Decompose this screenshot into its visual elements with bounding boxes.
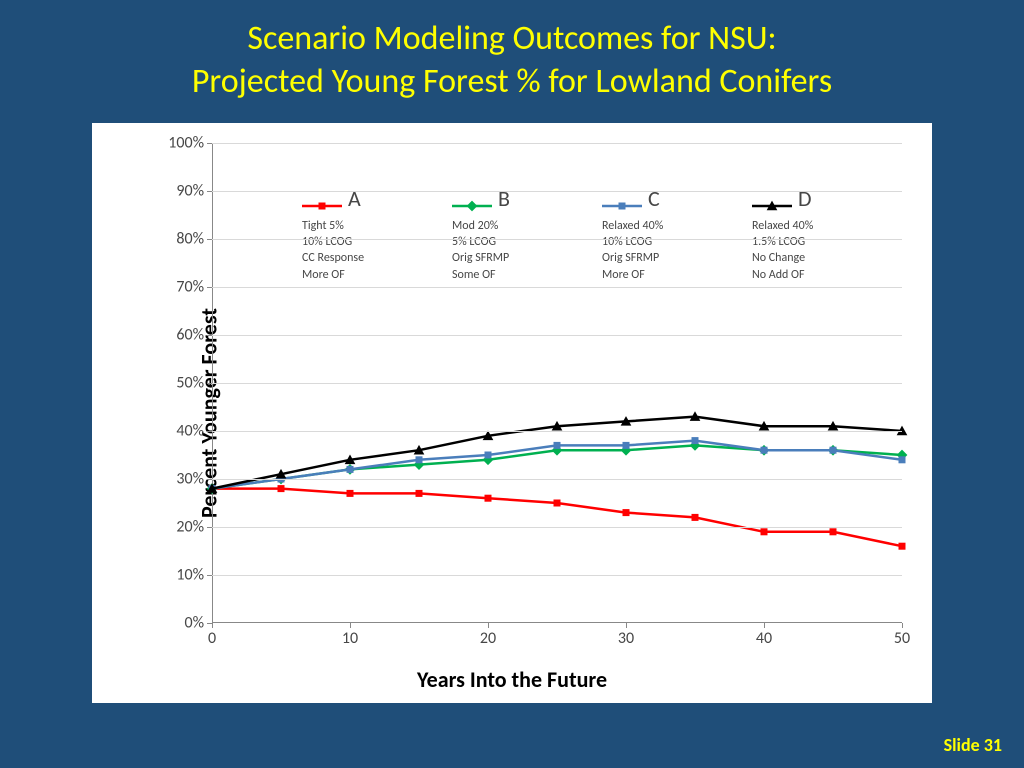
series-marker-a <box>692 514 699 521</box>
gridline <box>212 479 902 480</box>
y-tick-label: 50% <box>176 374 212 393</box>
series-marker-a <box>623 509 630 516</box>
y-tick-label: 20% <box>176 518 212 537</box>
y-tick-label: 100% <box>168 134 212 153</box>
legend-item-a: A <box>302 185 442 212</box>
legend-marker-b-icon <box>452 192 492 206</box>
series-marker-a <box>416 490 423 497</box>
y-tick-label: 90% <box>176 182 212 201</box>
series-marker-c <box>416 456 423 463</box>
legend-desc-b: Mod 20%5% LCOGOrig SFRMPSome OF <box>452 218 592 283</box>
legend-label: C <box>648 185 660 212</box>
slide-title: Scenario Modeling Outcomes for NSU: Proj… <box>0 0 1024 113</box>
x-tick-label: 30 <box>618 623 634 648</box>
series-marker-c <box>761 447 768 454</box>
gridline <box>212 383 902 384</box>
y-tick-label: 80% <box>176 230 212 249</box>
x-tick-label: 40 <box>756 623 772 648</box>
legend-label: B <box>498 185 510 212</box>
series-marker-a <box>761 528 768 535</box>
gridline <box>212 143 902 144</box>
plot-area: A Tight 5%10% LCOGCC ResponseMore OF B Mod … <box>212 143 902 623</box>
y-tick-label: 10% <box>176 566 212 585</box>
legend-desc-d: Relaxed 40%1.5% LCOGNo ChangeNo Add OF <box>752 218 892 283</box>
legend-marker-a-icon <box>302 192 342 206</box>
series-line-a <box>212 489 902 547</box>
series-marker-c <box>692 437 699 444</box>
series-marker-c <box>347 466 354 473</box>
slide-number: Slide 31 <box>944 734 1002 756</box>
series-marker-a <box>278 485 285 492</box>
legend-col-d: D Relaxed 40%1.5% LCOGNo ChangeNo Add OF <box>752 185 892 283</box>
title-line-1: Scenario Modeling Outcomes for NSU: <box>247 18 776 59</box>
legend-col-c: C Relaxed 40%10% LCOGOrig SFRMPMore OF <box>602 185 742 283</box>
y-tick-label: 70% <box>176 278 212 297</box>
y-tick-label: 60% <box>176 326 212 345</box>
legend-item-b: B <box>452 185 592 212</box>
chart-container: Percent Younger Forest Years Into the Fu… <box>92 123 932 703</box>
legend-item-c: C <box>602 185 742 212</box>
x-tick-label: 50 <box>894 623 910 648</box>
series-marker-c <box>830 447 837 454</box>
y-tick-label: 30% <box>176 470 212 489</box>
gridline <box>212 191 902 192</box>
x-tick-label: 0 <box>208 623 216 648</box>
series-marker-a <box>347 490 354 497</box>
legend-desc-a: Tight 5%10% LCOGCC ResponseMore OF <box>302 218 442 283</box>
legend-marker-d-icon <box>752 192 792 206</box>
gridline <box>212 287 902 288</box>
legend-desc-c: Relaxed 40%10% LCOGOrig SFRMPMore OF <box>602 218 742 283</box>
legend-col-b: B Mod 20%5% LCOGOrig SFRMPSome OF <box>452 185 592 283</box>
x-axis-label: Years Into the Future <box>417 666 607 693</box>
x-tick-label: 20 <box>480 623 496 648</box>
series-marker-a <box>899 543 906 550</box>
gridline <box>212 335 902 336</box>
series-marker-c <box>623 442 630 449</box>
series-marker-c <box>899 456 906 463</box>
legend-label: D <box>798 185 812 212</box>
gridline <box>212 239 902 240</box>
series-marker-a <box>554 500 561 507</box>
gridline <box>212 527 902 528</box>
legend: A Tight 5%10% LCOGCC ResponseMore OF B Mod … <box>302 185 892 283</box>
y-tick-label: 40% <box>176 422 212 441</box>
x-tick-label: 10 <box>342 623 358 648</box>
legend-item-d: D <box>752 185 892 212</box>
gridline <box>212 575 902 576</box>
legend-marker-c-icon <box>602 192 642 206</box>
series-marker-a <box>485 495 492 502</box>
gridline <box>212 431 902 432</box>
legend-label: A <box>348 185 361 212</box>
series-marker-a <box>830 528 837 535</box>
legend-col-a: A Tight 5%10% LCOGCC ResponseMore OF <box>302 185 442 283</box>
series-marker-c <box>554 442 561 449</box>
series-marker-c <box>485 452 492 459</box>
title-line-2: Projected Young Forest % for Lowland Con… <box>192 61 832 102</box>
